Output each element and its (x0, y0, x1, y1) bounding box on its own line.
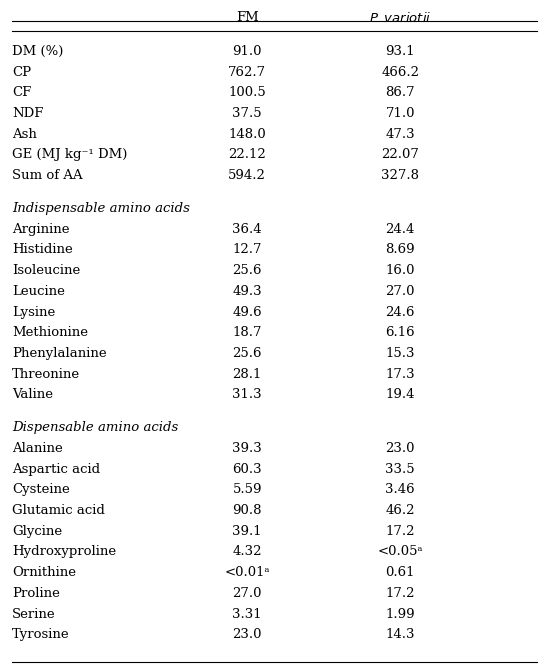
Text: 5.59: 5.59 (232, 484, 262, 496)
Text: Indispensable amino acids: Indispensable amino acids (12, 202, 190, 215)
Text: 23.0: 23.0 (232, 628, 262, 641)
Text: 91.0: 91.0 (232, 45, 262, 58)
Text: Threonine: Threonine (12, 368, 81, 381)
Text: 33.5: 33.5 (385, 463, 415, 476)
Text: 60.3: 60.3 (232, 463, 262, 476)
Text: GE (MJ kg⁻¹ DM): GE (MJ kg⁻¹ DM) (12, 148, 128, 161)
Text: Leucine: Leucine (12, 285, 65, 298)
Text: 90.8: 90.8 (232, 504, 262, 517)
Text: 14.3: 14.3 (385, 628, 415, 641)
Text: 86.7: 86.7 (385, 86, 415, 99)
Text: 28.1: 28.1 (232, 368, 262, 381)
Text: Serine: Serine (12, 608, 56, 620)
Text: CF: CF (12, 86, 31, 99)
Text: Glycine: Glycine (12, 525, 63, 538)
Text: Cysteine: Cysteine (12, 484, 70, 496)
Text: 27.0: 27.0 (385, 285, 415, 298)
Text: <0.01ᵃ: <0.01ᵃ (225, 566, 270, 579)
Text: 24.6: 24.6 (385, 306, 415, 318)
Text: 16.0: 16.0 (385, 264, 415, 277)
Text: 22.12: 22.12 (228, 148, 266, 161)
Text: Histidine: Histidine (12, 243, 73, 257)
Text: 71.0: 71.0 (385, 107, 415, 120)
Text: Aspartic acid: Aspartic acid (12, 463, 100, 476)
Text: 39.3: 39.3 (232, 442, 262, 455)
Text: 0.61: 0.61 (385, 566, 415, 579)
Text: Dispensable amino acids: Dispensable amino acids (12, 421, 178, 434)
Text: 25.6: 25.6 (232, 264, 262, 277)
Text: Ash: Ash (12, 128, 37, 141)
Text: 466.2: 466.2 (381, 66, 419, 78)
Text: 8.69: 8.69 (385, 243, 415, 257)
Text: 49.3: 49.3 (232, 285, 262, 298)
Text: Valine: Valine (12, 389, 53, 401)
Text: 19.4: 19.4 (385, 389, 415, 401)
Text: DM (%): DM (%) (12, 45, 64, 58)
Text: 37.5: 37.5 (232, 107, 262, 120)
Text: $\it{P. variotii}$: $\it{P. variotii}$ (369, 11, 432, 25)
Text: 1.99: 1.99 (385, 608, 415, 620)
Text: 27.0: 27.0 (232, 587, 262, 600)
Text: 49.6: 49.6 (232, 306, 262, 318)
Text: 6.16: 6.16 (385, 326, 415, 339)
Text: Tyrosine: Tyrosine (12, 628, 70, 641)
Text: Lysine: Lysine (12, 306, 55, 318)
Text: 93.1: 93.1 (385, 45, 415, 58)
Text: 24.4: 24.4 (385, 223, 415, 236)
Text: 4.32: 4.32 (232, 545, 262, 559)
Text: Hydroxyproline: Hydroxyproline (12, 545, 116, 559)
Text: 327.8: 327.8 (381, 169, 419, 182)
Text: 47.3: 47.3 (385, 128, 415, 141)
Text: 23.0: 23.0 (385, 442, 415, 455)
Text: 3.31: 3.31 (232, 608, 262, 620)
Text: 762.7: 762.7 (228, 66, 266, 78)
Text: 46.2: 46.2 (385, 504, 415, 517)
Text: 18.7: 18.7 (232, 326, 262, 339)
Text: 100.5: 100.5 (228, 86, 266, 99)
Text: 12.7: 12.7 (232, 243, 262, 257)
Text: NDF: NDF (12, 107, 44, 120)
Text: 31.3: 31.3 (232, 389, 262, 401)
Text: 39.1: 39.1 (232, 525, 262, 538)
Text: CP: CP (12, 66, 31, 78)
Text: 594.2: 594.2 (228, 169, 266, 182)
Text: <0.05ᵃ: <0.05ᵃ (377, 545, 423, 559)
Text: Arginine: Arginine (12, 223, 70, 236)
Text: Glutamic acid: Glutamic acid (12, 504, 105, 517)
Text: Methionine: Methionine (12, 326, 88, 339)
Text: 17.2: 17.2 (385, 525, 415, 538)
Text: Proline: Proline (12, 587, 60, 600)
Text: 15.3: 15.3 (385, 347, 415, 360)
Text: Ornithine: Ornithine (12, 566, 76, 579)
Text: 36.4: 36.4 (232, 223, 262, 236)
Text: 25.6: 25.6 (232, 347, 262, 360)
Text: Phenylalanine: Phenylalanine (12, 347, 107, 360)
Text: Isoleucine: Isoleucine (12, 264, 81, 277)
Text: 3.46: 3.46 (385, 484, 415, 496)
Text: 148.0: 148.0 (228, 128, 266, 141)
Text: 17.2: 17.2 (385, 587, 415, 600)
Text: FM: FM (236, 11, 259, 24)
Text: 17.3: 17.3 (385, 368, 415, 381)
Text: 22.07: 22.07 (381, 148, 419, 161)
Text: Sum of AA: Sum of AA (12, 169, 83, 182)
Text: Alanine: Alanine (12, 442, 63, 455)
